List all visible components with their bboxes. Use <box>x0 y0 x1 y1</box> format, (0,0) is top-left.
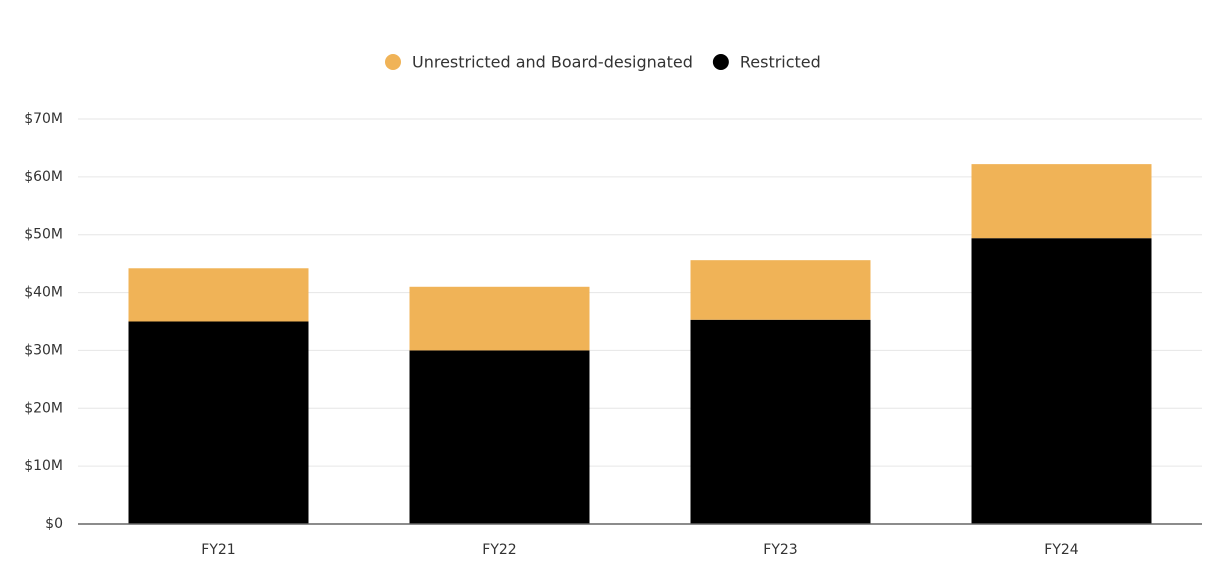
x-tick-label: FY21 <box>201 542 235 558</box>
bar-segment <box>409 350 590 524</box>
bar-segment <box>971 238 1152 524</box>
legend-text: Restricted <box>740 53 821 72</box>
y-tick-label: $70M <box>24 111 63 127</box>
y-tick-label: $20M <box>24 400 63 416</box>
x-tick-label: FY22 <box>482 542 516 558</box>
y-tick-label: $10M <box>24 458 63 474</box>
x-tick-label: FY24 <box>1044 542 1079 558</box>
bar-segment <box>690 319 871 524</box>
y-tick-label: $50M <box>24 227 63 243</box>
legend-text: Unrestricted and Board-designated <box>412 53 693 72</box>
y-tick-label: $60M <box>24 169 63 185</box>
y-tick-label: $30M <box>24 342 63 358</box>
bar-segment <box>971 164 1152 239</box>
bar-segment <box>409 286 590 351</box>
legend-marker <box>712 54 729 70</box>
bar-segment <box>128 268 309 322</box>
legend-marker <box>385 54 401 70</box>
x-tick-label: FY23 <box>763 542 797 558</box>
bar-segment <box>128 321 309 524</box>
bar-segment <box>690 260 871 320</box>
y-tick-label: $0 <box>45 516 63 532</box>
y-tick-label: $40M <box>24 285 63 301</box>
